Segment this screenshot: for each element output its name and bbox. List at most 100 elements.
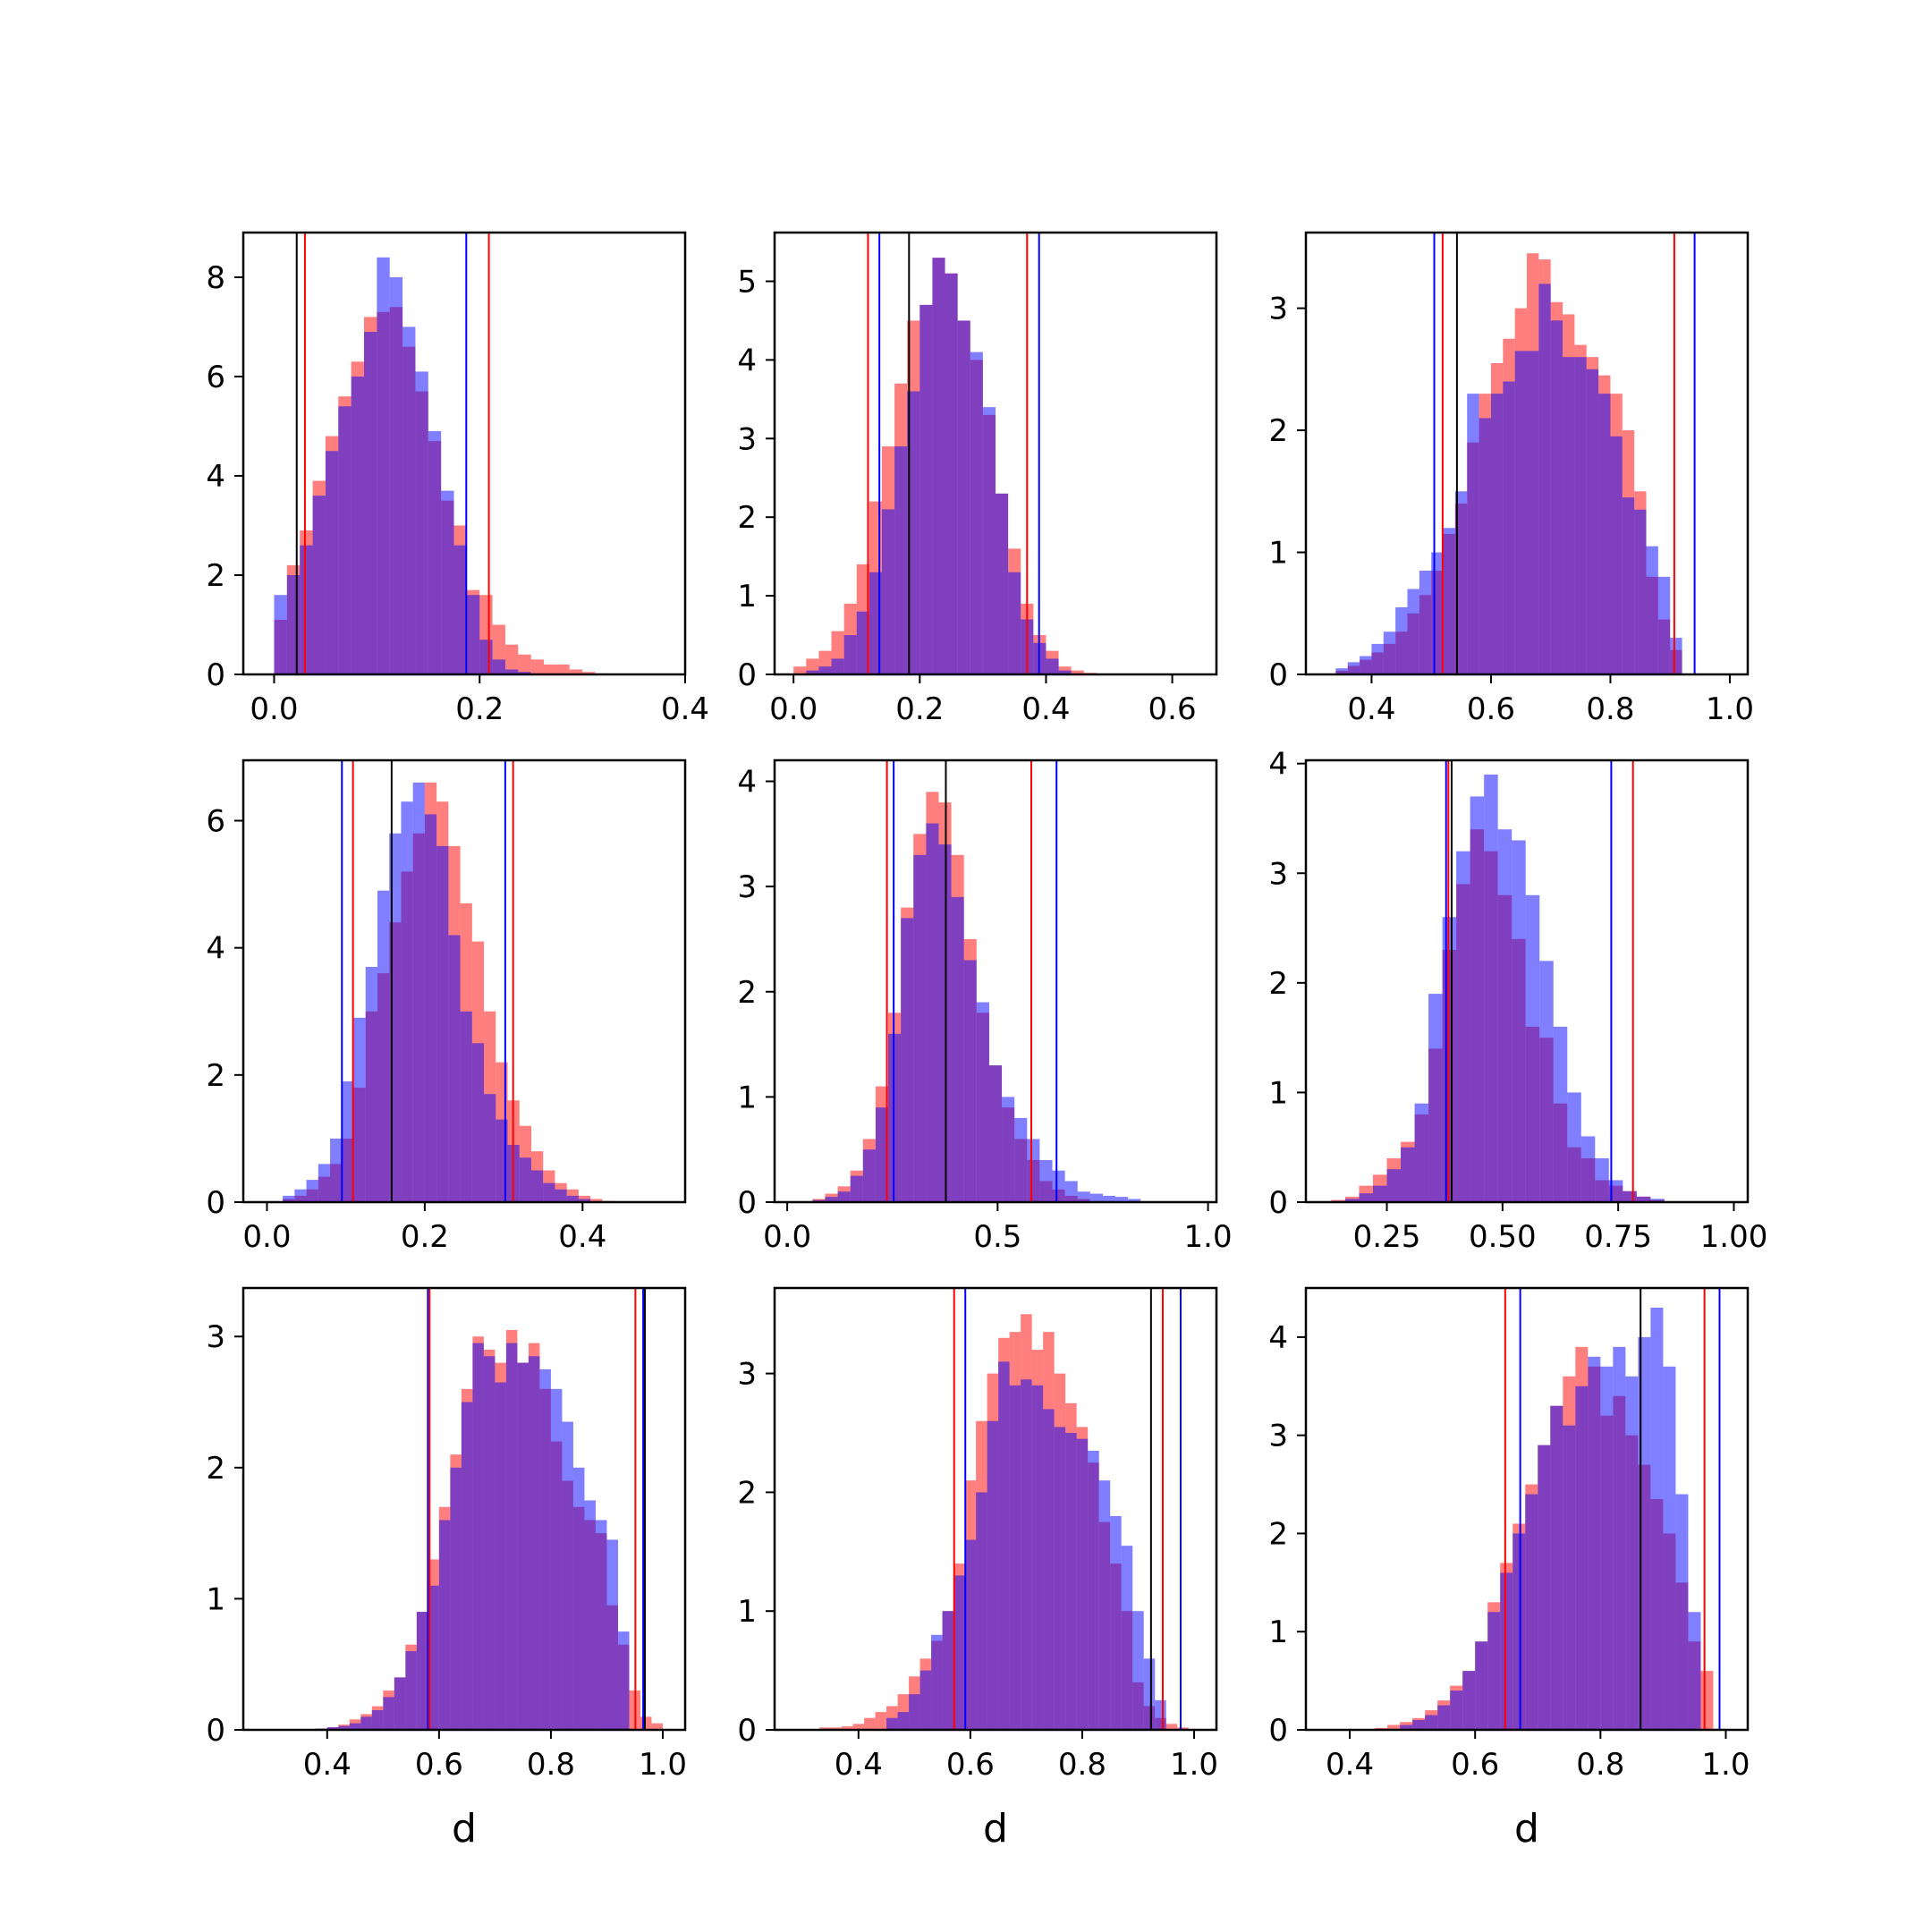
y-tick-label: 4 — [206, 931, 225, 967]
histogram-bar-blue — [412, 782, 425, 1202]
histogram-bar-blue — [1054, 1427, 1066, 1730]
histogram-bar-blue — [919, 1670, 932, 1730]
histogram-bar-blue — [1575, 1385, 1589, 1730]
histogram-bar-blue — [998, 1361, 1010, 1730]
histogram-bar-blue — [1550, 320, 1563, 674]
histogram-bar-blue — [1098, 1480, 1111, 1730]
x-tick-label: 0.6 — [415, 1747, 463, 1783]
histogram-bar-blue — [1598, 394, 1611, 674]
histogram-bar-blue — [1475, 1641, 1488, 1730]
histogram-bar-blue — [1360, 656, 1372, 674]
histogram-bar-blue — [1428, 994, 1443, 1202]
histogram-bar-blue — [1563, 357, 1575, 674]
histogram-bar-blue — [1675, 1494, 1689, 1730]
histogram-bar-red — [530, 659, 545, 674]
histogram-bar-blue — [441, 490, 454, 674]
histogram-bar-blue — [448, 935, 461, 1202]
y-tick-label: 6 — [206, 804, 225, 840]
histogram-bar-blue — [1425, 1715, 1438, 1730]
histogram-bar-blue — [438, 1520, 451, 1730]
histogram-bar-blue — [1538, 1445, 1551, 1730]
histogram-bar-blue — [945, 273, 958, 674]
x-tick-label: 1.00 — [1700, 1219, 1768, 1255]
histogram-bar-blue — [1595, 1157, 1609, 1202]
x-tick-label: 0.4 — [1021, 691, 1070, 727]
histogram-bar-blue — [1550, 1405, 1563, 1730]
histogram-bar-blue — [566, 1195, 579, 1202]
histogram-bar-blue — [1625, 1376, 1639, 1730]
x-tick-label: 0.4 — [303, 1747, 352, 1783]
x-tick-label: 0.2 — [401, 1219, 449, 1255]
histogram-bar-blue — [1115, 1197, 1129, 1202]
histogram-bar-blue — [351, 376, 364, 674]
histogram-bar-blue — [1454, 491, 1468, 674]
histogram-bar-blue — [1646, 546, 1658, 674]
histogram-panel-7: 0.4 0.6 0.8 1.0 0 1 2 3 d — [206, 1286, 687, 1852]
histogram-bar-blue — [1344, 1199, 1360, 1202]
histogram-bar-blue — [461, 1402, 473, 1730]
histogram-bar-red — [793, 666, 807, 674]
x-tick-label: 0.2 — [895, 691, 944, 727]
histogram-bar-red — [830, 1727, 843, 1730]
x-axis-label: d — [1514, 1806, 1539, 1852]
series-blue-bars — [316, 1343, 630, 1730]
histogram-bar-blue — [1442, 917, 1457, 1202]
histogram-bar-blue — [1512, 840, 1526, 1202]
histogram-bar-blue — [519, 1157, 531, 1202]
histogram-bar-blue — [1513, 1533, 1526, 1730]
x-tick-label: 0.5 — [973, 1219, 1021, 1255]
histogram-bar-red — [1700, 1671, 1714, 1730]
y-tick-label: 3 — [1268, 292, 1288, 327]
histogram-bar-blue — [976, 1002, 989, 1202]
histogram-bar-blue — [907, 391, 920, 674]
histogram-bar-blue — [964, 1539, 977, 1730]
histogram-bar-blue — [1484, 774, 1498, 1202]
histogram-bar-blue — [1525, 1494, 1538, 1730]
histogram-bar-blue — [1538, 284, 1551, 674]
histogram-bar-blue — [1650, 1199, 1665, 1202]
histogram-bar-blue — [1002, 1097, 1015, 1202]
histogram-bar-blue — [312, 496, 326, 674]
histogram-bar-blue — [342, 1080, 354, 1202]
histogram-bar-blue — [543, 1182, 555, 1202]
x-tick-label: 0.6 — [946, 1747, 995, 1783]
y-tick-label: 0 — [206, 657, 225, 693]
y-tick-label: 2 — [737, 975, 757, 1011]
histogram-bar-blue — [1064, 1181, 1078, 1202]
histogram-bar-blue — [1600, 1366, 1614, 1730]
histogram-bar-blue — [1128, 1199, 1141, 1202]
histogram-bar-blue — [1514, 351, 1527, 674]
histogram-bar-blue — [1567, 1092, 1581, 1202]
histogram-bar-blue — [1580, 1136, 1596, 1202]
histogram-bar-blue — [1470, 796, 1485, 1202]
x-tick-label: 1.0 — [1701, 1747, 1750, 1783]
histogram-bar-blue — [856, 611, 869, 674]
y-tick-label: 1 — [1268, 536, 1288, 572]
histogram-bar-blue — [479, 640, 493, 674]
histogram-bar-blue — [528, 1356, 540, 1730]
histogram-bar-blue — [1401, 1147, 1415, 1202]
histogram-panel-2: 0.0 0.2 0.4 0.6 0 1 2 3 4 5 — [737, 231, 1218, 727]
histogram-bar-blue — [1395, 606, 1408, 674]
histogram-bar-blue — [843, 635, 857, 674]
series-blue-bars — [1400, 1307, 1701, 1730]
histogram-bar-blue — [951, 896, 964, 1202]
y-tick-label: 1 — [737, 1080, 757, 1115]
y-tick-label: 4 — [737, 343, 757, 378]
series-blue-bars — [283, 782, 591, 1202]
histogram-bar-red — [544, 664, 557, 674]
y-tick-label: 0 — [737, 1185, 757, 1221]
histogram-bar-blue — [926, 823, 939, 1202]
histogram-bar-blue — [606, 1539, 618, 1730]
histogram-bar-blue — [550, 1388, 563, 1730]
histogram-bar-blue — [1431, 552, 1444, 674]
histogram-bar-blue — [484, 1094, 496, 1202]
histogram-bar-blue — [283, 1195, 295, 1202]
histogram-bar-blue — [436, 845, 449, 1202]
x-tick-label: 0.6 — [1451, 1747, 1499, 1783]
histogram-bar-blue — [1407, 589, 1419, 674]
y-tick-label: 1 — [1268, 1075, 1288, 1111]
histogram-bar-blue — [1077, 1191, 1090, 1202]
histogram-bar-blue — [572, 1467, 585, 1730]
